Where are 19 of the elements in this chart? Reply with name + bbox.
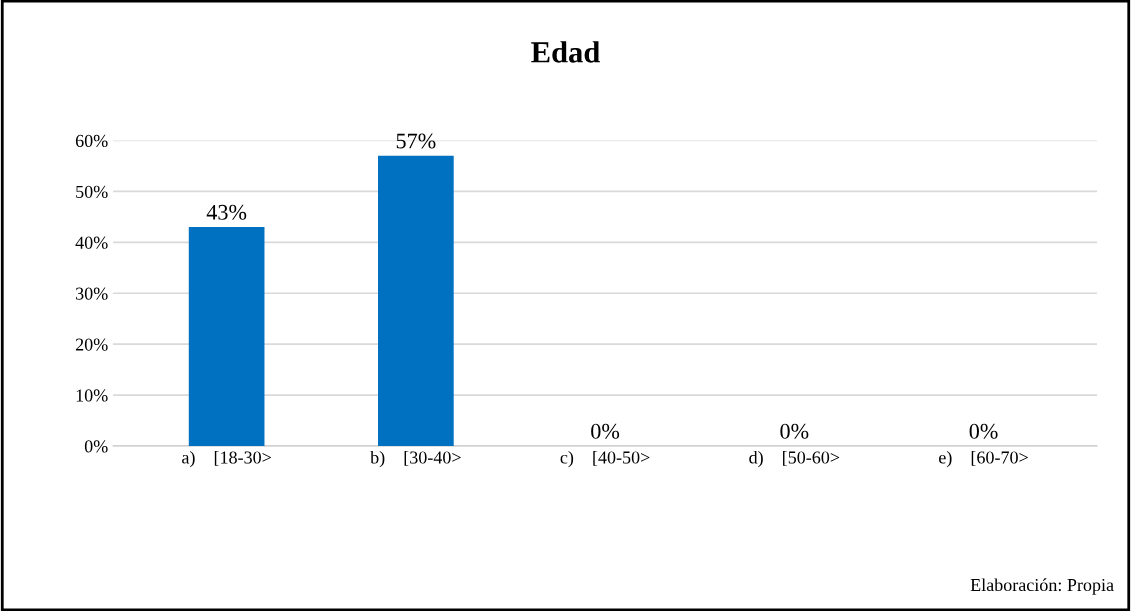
x-tick-label: a) [18-30>	[182, 450, 271, 468]
y-tick-label: 0%	[84, 440, 108, 453]
data-label: 43%	[206, 204, 247, 220]
y-tick-label: 20%	[75, 338, 108, 351]
x-tick-label: c) [40-50>	[560, 450, 650, 468]
y-tick-label: 40%	[75, 236, 108, 249]
y-tick-label: 60%	[75, 134, 108, 148]
data-label: 0%	[780, 423, 809, 439]
data-label: 0%	[591, 423, 620, 439]
chart-title: Edad	[531, 41, 600, 63]
y-tick-label: 50%	[76, 185, 108, 198]
data-label: 0%	[969, 423, 998, 439]
x-tick-label: d) [50-60>	[749, 450, 840, 468]
x-tick-label: e) [60-70>	[939, 450, 1028, 468]
x-tick-label: b) [30-40>	[370, 450, 461, 468]
text: Elaboración: Propia	[970, 578, 1114, 595]
y-tick-label: 30%	[76, 287, 108, 300]
data-label: 57%	[396, 133, 436, 149]
y-tick-label: 10%	[76, 389, 108, 402]
